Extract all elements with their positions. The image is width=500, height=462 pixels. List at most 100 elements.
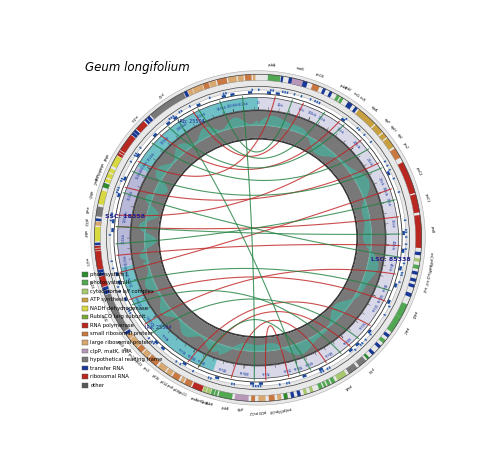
- Text: trnD: trnD: [424, 272, 430, 280]
- Polygon shape: [147, 116, 154, 122]
- Polygon shape: [208, 376, 210, 379]
- Text: 96kb: 96kb: [161, 331, 170, 340]
- Bar: [82, 272, 88, 277]
- Polygon shape: [158, 362, 168, 372]
- Polygon shape: [335, 370, 347, 381]
- Polygon shape: [321, 88, 326, 95]
- Polygon shape: [364, 338, 367, 341]
- Text: rps11: rps11: [178, 390, 188, 398]
- Polygon shape: [398, 162, 415, 195]
- Polygon shape: [386, 171, 390, 176]
- Polygon shape: [356, 356, 366, 366]
- Text: LSC: 85338: LSC: 85338: [370, 257, 410, 262]
- Text: petA: petA: [344, 383, 352, 390]
- Polygon shape: [291, 78, 304, 86]
- Text: rpl22: rpl22: [134, 359, 142, 367]
- Polygon shape: [216, 78, 228, 85]
- Polygon shape: [288, 382, 290, 384]
- Polygon shape: [255, 385, 256, 387]
- Polygon shape: [172, 115, 174, 118]
- Polygon shape: [192, 382, 204, 392]
- Polygon shape: [108, 168, 116, 174]
- Polygon shape: [388, 169, 391, 171]
- Polygon shape: [136, 121, 147, 133]
- Polygon shape: [222, 95, 226, 98]
- Text: 144kb: 144kb: [196, 112, 207, 120]
- Polygon shape: [267, 91, 271, 94]
- Bar: [82, 340, 88, 345]
- Polygon shape: [120, 180, 122, 182]
- Text: ndhA: ndhA: [101, 152, 108, 161]
- Polygon shape: [363, 134, 366, 136]
- Text: rps19: rps19: [127, 353, 136, 362]
- Polygon shape: [378, 336, 386, 343]
- Polygon shape: [302, 374, 307, 378]
- Polygon shape: [308, 386, 314, 393]
- Text: rps2: rps2: [402, 142, 409, 151]
- Polygon shape: [383, 314, 386, 316]
- Polygon shape: [370, 140, 372, 143]
- Polygon shape: [172, 372, 181, 381]
- Polygon shape: [152, 133, 158, 137]
- Polygon shape: [136, 153, 140, 158]
- Polygon shape: [251, 395, 255, 401]
- Text: rpoA: rpoA: [190, 396, 198, 402]
- Text: matK: matK: [296, 67, 304, 73]
- Polygon shape: [102, 182, 110, 189]
- Text: psaC: psaC: [90, 177, 97, 186]
- Text: 10kb: 10kb: [306, 110, 316, 118]
- Text: hypothetical reading frame: hypothetical reading frame: [90, 357, 163, 362]
- Text: ATP synthesis: ATP synthesis: [90, 298, 126, 302]
- Polygon shape: [286, 382, 288, 385]
- Polygon shape: [245, 74, 252, 81]
- Polygon shape: [345, 117, 348, 121]
- Polygon shape: [188, 88, 194, 96]
- Text: rpl23: rpl23: [116, 339, 124, 348]
- Polygon shape: [104, 178, 112, 183]
- Polygon shape: [405, 231, 407, 233]
- Text: rps8: rps8: [166, 384, 173, 391]
- Text: ribosomal RNA: ribosomal RNA: [90, 374, 130, 379]
- Polygon shape: [124, 329, 131, 335]
- Polygon shape: [134, 152, 138, 155]
- Text: 84kb: 84kb: [218, 365, 227, 371]
- Text: IRb: 25504: IRb: 25504: [178, 119, 205, 124]
- Polygon shape: [258, 89, 260, 91]
- Text: 132kb: 132kb: [146, 151, 156, 162]
- Polygon shape: [110, 215, 113, 217]
- Polygon shape: [94, 227, 101, 242]
- Text: trnG: trnG: [352, 91, 360, 98]
- Text: ndhD: ndhD: [87, 189, 93, 199]
- Polygon shape: [346, 363, 358, 374]
- Polygon shape: [129, 312, 132, 314]
- Polygon shape: [95, 251, 104, 270]
- Polygon shape: [387, 315, 401, 332]
- Text: 72kb: 72kb: [282, 366, 292, 372]
- Polygon shape: [168, 118, 171, 121]
- Text: atpA: atpA: [370, 105, 378, 113]
- Polygon shape: [252, 89, 253, 91]
- Bar: [82, 374, 88, 379]
- Polygon shape: [268, 74, 280, 82]
- Polygon shape: [300, 95, 302, 97]
- Polygon shape: [115, 272, 118, 276]
- Polygon shape: [128, 310, 130, 312]
- Polygon shape: [180, 377, 186, 383]
- Polygon shape: [316, 101, 318, 103]
- Text: rps3: rps3: [142, 366, 150, 374]
- Polygon shape: [188, 105, 191, 108]
- Text: psbK: psbK: [339, 83, 348, 91]
- Polygon shape: [412, 271, 418, 275]
- Polygon shape: [130, 110, 386, 365]
- Bar: [82, 323, 88, 328]
- Text: 0: 0: [256, 102, 260, 105]
- Polygon shape: [238, 75, 244, 82]
- Text: 70kb: 70kb: [292, 363, 303, 370]
- Polygon shape: [102, 286, 109, 291]
- Polygon shape: [410, 194, 420, 213]
- Polygon shape: [215, 376, 220, 379]
- Text: ndhG: ndhG: [94, 167, 101, 176]
- Polygon shape: [94, 243, 100, 245]
- Polygon shape: [123, 176, 127, 181]
- Text: 20kb: 20kb: [350, 140, 360, 151]
